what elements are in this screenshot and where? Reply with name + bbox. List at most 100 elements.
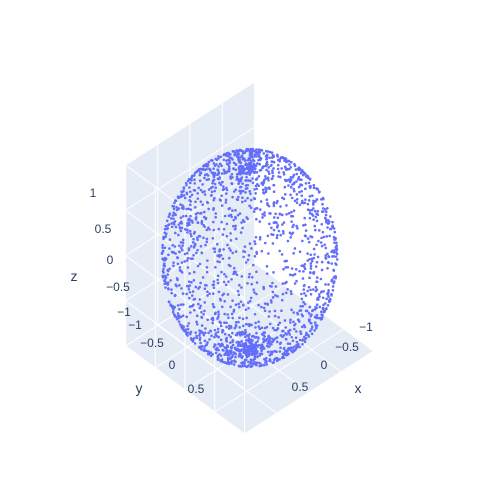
scatter-point	[200, 316, 204, 319]
scatter-point	[324, 307, 328, 311]
scatter-point	[259, 157, 263, 160]
scatter-point	[247, 360, 250, 364]
scatter-point	[234, 250, 238, 253]
scatter-point	[225, 159, 228, 162]
scatter-point	[222, 185, 225, 188]
scatter-point	[201, 190, 205, 194]
scatter-point	[266, 163, 269, 166]
scatter-point	[229, 232, 232, 235]
scatter-point	[330, 262, 334, 265]
scatter-point	[244, 322, 248, 326]
scatter-point	[179, 303, 183, 306]
scatter-point	[244, 335, 247, 339]
scatter-point	[168, 247, 171, 250]
scatter-point	[178, 284, 181, 287]
scatter-point	[232, 310, 236, 313]
scatter-point	[232, 218, 236, 222]
scatter-point	[193, 178, 196, 182]
scatter-point	[293, 345, 296, 348]
scatter-point	[319, 277, 323, 281]
scatter-point	[245, 171, 249, 175]
scatter-point	[232, 224, 235, 228]
scatter-point	[212, 228, 216, 232]
scatter-point	[214, 212, 218, 215]
floor-grid-y	[254, 262, 374, 352]
scatter-point	[219, 162, 222, 166]
scatter-point	[258, 169, 262, 172]
scatter-point	[216, 274, 220, 278]
scatter-point	[207, 331, 210, 335]
scatter-point	[196, 197, 200, 200]
scatter-point	[258, 163, 262, 166]
y-tick-label: 0.5	[188, 382, 205, 396]
scatter-point	[320, 236, 323, 240]
scatter-point	[255, 187, 258, 191]
scatter-point	[247, 254, 251, 257]
scatter-point	[189, 214, 192, 218]
scatter-point	[221, 188, 225, 191]
scatter-point	[250, 282, 254, 286]
scatter-point	[217, 310, 220, 314]
scatter-point	[268, 222, 271, 226]
scatter-point	[258, 361, 261, 365]
scatter-point	[326, 303, 330, 307]
scatter-point	[293, 247, 297, 250]
scatter-point	[312, 207, 315, 210]
scatter-point	[210, 334, 213, 338]
scatter-point	[261, 213, 264, 216]
scatter-point	[310, 313, 313, 317]
scatter-point	[199, 304, 203, 308]
scatter-point	[220, 270, 223, 274]
scatter-point	[271, 171, 274, 175]
scatter-point	[213, 196, 216, 200]
scatter-point	[234, 321, 238, 324]
scatter-point	[187, 221, 191, 224]
scatter-point	[212, 345, 216, 349]
scatter-point	[163, 279, 166, 283]
scatter-point	[268, 150, 272, 154]
scatter-point	[216, 354, 220, 358]
scatter-point	[211, 179, 215, 183]
scatter-point	[320, 268, 324, 272]
scatter-point	[203, 301, 207, 304]
scatter-point	[238, 331, 241, 334]
scatter-point	[289, 236, 292, 239]
scatter-point	[316, 213, 320, 217]
scatter-point	[199, 200, 203, 203]
scatter-point	[172, 251, 176, 254]
scatter-point	[279, 233, 283, 237]
scatter-point	[289, 185, 293, 189]
scatter-point	[289, 318, 292, 322]
scatter-point	[312, 218, 315, 221]
scatter-point	[276, 199, 279, 203]
scatter-point	[250, 364, 254, 368]
scatter-point	[199, 345, 203, 349]
scatter-point	[310, 325, 314, 329]
scatter-point	[179, 195, 182, 199]
scatter-point	[241, 189, 245, 193]
scatter-point	[185, 183, 188, 187]
scatter-point	[241, 157, 245, 161]
scatter-point	[299, 332, 303, 335]
scatter-point	[196, 211, 199, 215]
scatter-point	[313, 209, 317, 213]
scatter-point	[242, 304, 245, 307]
scatter-point	[163, 258, 167, 262]
scatter-point	[231, 251, 235, 255]
scatter-point	[177, 308, 181, 311]
scatter-point	[276, 167, 280, 171]
scatter-point	[271, 233, 275, 237]
scatter-point	[202, 333, 206, 337]
x-tick-label: −1	[359, 320, 373, 334]
scatter-point	[270, 343, 273, 346]
scatter-point	[212, 283, 216, 286]
scatter-point	[296, 318, 300, 321]
scatter-point	[253, 254, 257, 258]
scatter-point	[267, 166, 270, 169]
scatter-point	[239, 300, 243, 304]
scatter-point	[330, 279, 333, 283]
scatter-point	[334, 275, 338, 278]
scatter-point	[295, 193, 299, 196]
scatter-point	[204, 327, 207, 330]
